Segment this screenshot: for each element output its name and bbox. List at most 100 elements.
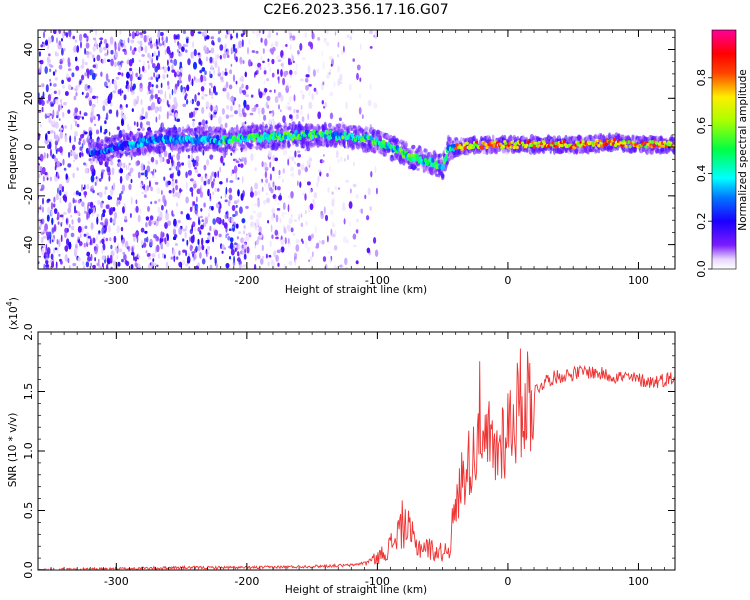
spectrogram-speckle bbox=[110, 161, 114, 166]
spectrogram-speckle bbox=[59, 146, 63, 154]
spectrogram-speckle bbox=[281, 211, 284, 218]
spectrogram-speckle bbox=[50, 253, 54, 260]
spectrogram-speckle bbox=[203, 164, 207, 171]
spectrogram-speckle bbox=[261, 107, 265, 115]
spectrogram-speckle bbox=[114, 43, 117, 52]
spectrogram-speckle bbox=[153, 43, 157, 47]
spectrogram-speckle bbox=[257, 190, 261, 196]
spectrogram-speckle bbox=[116, 247, 119, 254]
spectrogram-speckle bbox=[337, 158, 340, 163]
spectrogram-speckle bbox=[274, 157, 278, 162]
spectrogram-speckle bbox=[169, 93, 172, 100]
spectrogram-speckle bbox=[311, 93, 315, 101]
spectrogram-speckle bbox=[82, 139, 86, 145]
spectrogram-speckle bbox=[45, 133, 48, 141]
spectrogram-speckle bbox=[278, 195, 282, 201]
spectrogram-speckle bbox=[113, 262, 117, 269]
spectrogram-speckle bbox=[333, 245, 338, 251]
spectrogram-speckle bbox=[294, 150, 297, 158]
spectrogram-halo bbox=[138, 151, 142, 156]
spectrogram-speckle bbox=[114, 211, 117, 220]
spectrogram-speckle bbox=[85, 42, 90, 49]
spectrogram-halo bbox=[89, 160, 93, 164]
spectrogram-speckle bbox=[127, 123, 129, 131]
spectrogram-speckle bbox=[127, 37, 130, 44]
spectrogram-speckle bbox=[75, 190, 79, 195]
spectrogram-speckle bbox=[109, 237, 112, 242]
spectrogram-speckle bbox=[286, 224, 290, 230]
spectrogram-speckle bbox=[169, 93, 172, 100]
spectrogram-speckle bbox=[369, 206, 372, 211]
spectrogram-speckle bbox=[308, 259, 310, 262]
spectrogram-speckle bbox=[106, 257, 111, 265]
spectrogram-speckle bbox=[225, 263, 230, 269]
spectrogram-speckle bbox=[147, 105, 151, 111]
spectrogram-speckle bbox=[173, 254, 176, 263]
spectrogram-speckle bbox=[119, 88, 122, 96]
spectrogram-speckle bbox=[96, 97, 99, 104]
spectrogram-speckle bbox=[43, 152, 46, 159]
spectrogram-speckle bbox=[156, 187, 161, 195]
spectrogram-speckle bbox=[283, 202, 286, 210]
spectrogram-speckle bbox=[110, 254, 113, 261]
spectrogram-speckle bbox=[194, 94, 197, 102]
spectrogram-speckle bbox=[66, 218, 68, 224]
spectrogram-speckle bbox=[96, 234, 98, 242]
spectrogram-speckle bbox=[190, 111, 193, 119]
spectrogram-speckle bbox=[227, 54, 230, 58]
spectrogram-speckle bbox=[201, 67, 205, 72]
spectrogram-speckle bbox=[367, 99, 372, 107]
spectrogram-speckle bbox=[268, 30, 271, 37]
spectrogram-speckle bbox=[307, 246, 310, 252]
spectrogram-speckle bbox=[173, 58, 178, 66]
spectrogram-speckle bbox=[157, 253, 160, 259]
spectrogram-speckle bbox=[117, 72, 122, 76]
spectrogram-speckle bbox=[104, 190, 107, 196]
spectrogram-speckle bbox=[314, 225, 317, 234]
spectrogram-speckle bbox=[93, 206, 95, 214]
spectrogram-halo bbox=[158, 145, 161, 152]
spectrogram-speckle bbox=[87, 35, 89, 42]
spectrogram-speckle bbox=[114, 61, 117, 68]
spectrogram-speckle bbox=[167, 220, 171, 226]
spectrogram-speckle bbox=[176, 70, 180, 76]
spectrogram-speckle bbox=[63, 167, 67, 171]
spectrogram-speckle bbox=[272, 181, 275, 188]
spectrogram-speckle bbox=[209, 154, 214, 160]
spectrogram-speckle bbox=[300, 213, 303, 218]
spectrogram-speckle bbox=[112, 217, 117, 224]
spectrogram-speckle bbox=[107, 59, 111, 62]
spectrogram-speckle bbox=[205, 56, 209, 62]
spectrogram-speckle bbox=[189, 206, 193, 212]
spectrogram-speckle bbox=[201, 96, 205, 100]
spectrogram-halo bbox=[267, 144, 271, 149]
spectrogram-speckle bbox=[203, 81, 206, 87]
spectrogram-speckle bbox=[163, 150, 168, 158]
spectrogram-speckle bbox=[195, 245, 198, 252]
spectrogram-speckle bbox=[233, 255, 235, 264]
spectrogram-speckle bbox=[124, 218, 128, 223]
spectrogram-speckle bbox=[67, 228, 69, 233]
spectrogram-speckle bbox=[188, 266, 191, 269]
spectrogram-speckle bbox=[361, 114, 364, 119]
spectrogram-speckle bbox=[142, 30, 147, 34]
spectrogram-speckle bbox=[84, 47, 87, 55]
spectrogram-speckle bbox=[250, 224, 253, 228]
spectrogram-speckle bbox=[220, 196, 222, 199]
spectrogram-speckle bbox=[243, 30, 246, 34]
spectrogram-speckle bbox=[47, 206, 51, 214]
spectrogram-speckle bbox=[166, 111, 169, 120]
spectrogram-speckle bbox=[83, 233, 87, 237]
spectrogram-speckle bbox=[192, 41, 195, 48]
spectrogram-speckle bbox=[123, 39, 126, 47]
spectrogram-speckle bbox=[214, 256, 217, 264]
spectrogram-speckle bbox=[374, 166, 377, 174]
spectrogram-speckle bbox=[81, 201, 85, 207]
spectrogram-speckle bbox=[282, 178, 284, 183]
spectrogram-speckle bbox=[343, 218, 346, 225]
spectrogram-speckle bbox=[141, 54, 145, 57]
spectrogram-speckle bbox=[58, 183, 63, 189]
spectrogram-speckle bbox=[262, 48, 265, 54]
spectrogram-speckle bbox=[277, 59, 282, 62]
spectrogram-speckle bbox=[355, 260, 359, 265]
